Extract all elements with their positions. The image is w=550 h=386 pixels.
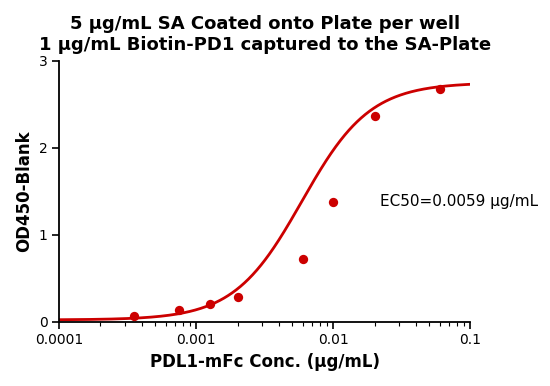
- Point: [129, 313, 138, 320]
- Point: [205, 301, 214, 307]
- Point: [370, 113, 379, 119]
- Y-axis label: OD450-Blank: OD450-Blank: [15, 130, 33, 252]
- X-axis label: PDL1-mFc Conc. (μg/mL): PDL1-mFc Conc. (μg/mL): [150, 353, 380, 371]
- Point: [233, 294, 242, 300]
- Point: [329, 199, 338, 205]
- Text: EC50=0.0059 μg/mL: EC50=0.0059 μg/mL: [380, 194, 538, 209]
- Title: 5 μg/mL SA Coated onto Plate per well
1 μg/mL Biotin-PD1 captured to the SA-Plat: 5 μg/mL SA Coated onto Plate per well 1 …: [39, 15, 491, 54]
- Point: [436, 86, 444, 92]
- Point: [299, 256, 307, 262]
- Point: [175, 307, 184, 313]
